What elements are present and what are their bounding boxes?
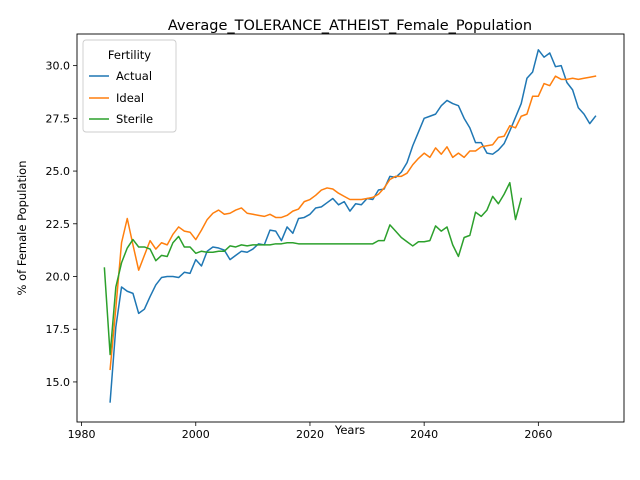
y-tick-label: 25.0 xyxy=(46,165,71,178)
x-tick-label: 2040 xyxy=(410,428,438,441)
x-tick-label: 1980 xyxy=(68,428,96,441)
legend: Fertility Actual Ideal Sterile xyxy=(82,39,177,133)
x-tick-label: 2000 xyxy=(182,428,210,441)
legend-label-actual: Actual xyxy=(116,69,152,83)
plot-frame xyxy=(76,33,625,423)
y-tick-label: 20.0 xyxy=(46,271,71,284)
series-line-ideal xyxy=(109,75,597,371)
series-line-actual xyxy=(109,49,597,403)
legend-title: Fertility xyxy=(108,48,151,62)
series-lines xyxy=(103,49,597,403)
legend-box xyxy=(82,39,177,133)
y-axis-ticks: 15.0 17.5 20.0 22.5 25.0 27.5 30.0 xyxy=(46,60,77,389)
legend-label-sterile: Sterile xyxy=(116,112,153,126)
y-tick-label: 17.5 xyxy=(46,323,71,336)
y-axis-label: % of Female Population xyxy=(15,161,29,296)
x-tick-label: 2060 xyxy=(524,428,552,441)
x-axis-ticks: 1980 2000 2020 2040 2060 xyxy=(68,422,552,441)
y-tick-label: 27.5 xyxy=(46,112,71,125)
chart-title: Average_TOLERANCE_ATHEIST_Female_Populat… xyxy=(168,18,532,34)
y-tick-label: 22.5 xyxy=(46,218,71,231)
y-tick-label: 15.0 xyxy=(46,376,71,389)
y-tick-label: 30.0 xyxy=(46,60,71,73)
x-axis-label: Years xyxy=(334,423,365,437)
x-tick-label: 2020 xyxy=(296,428,324,441)
legend-label-ideal: Ideal xyxy=(116,91,144,105)
series-line-sterile xyxy=(103,181,523,356)
